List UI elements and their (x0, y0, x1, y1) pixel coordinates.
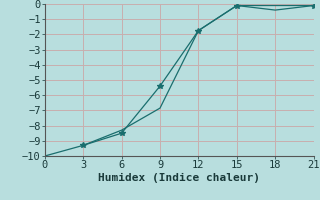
X-axis label: Humidex (Indice chaleur): Humidex (Indice chaleur) (98, 173, 260, 183)
